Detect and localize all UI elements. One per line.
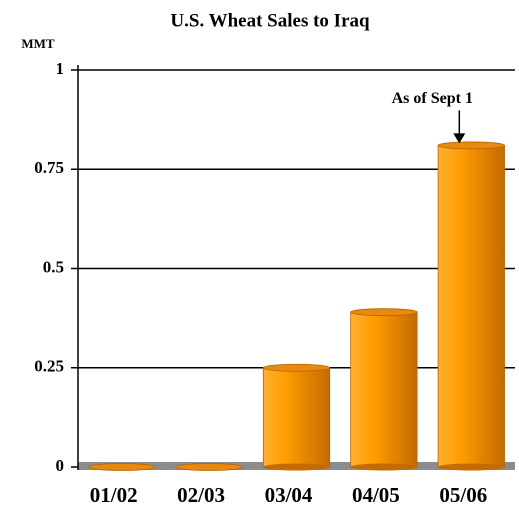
- x-tick-label: 05/06: [439, 483, 487, 507]
- x-tick-label: 02/03: [177, 483, 225, 507]
- y-tick-label: 0.25: [34, 357, 64, 376]
- x-tick-label: 03/04: [265, 483, 313, 507]
- bar-top: [88, 463, 156, 471]
- x-tick-label: 01/02: [90, 483, 138, 507]
- bar-top: [175, 463, 243, 471]
- x-tick-label: 04/05: [352, 483, 400, 507]
- annotation: As of Sept 1: [392, 90, 473, 107]
- chart-title: U.S. Wheat Sales to Iraq: [170, 10, 370, 31]
- y-tick-label: 0.5: [43, 257, 64, 276]
- y-tick-label: 1: [56, 59, 65, 78]
- bar-bottom: [263, 463, 330, 471]
- y-axis-label: MMT: [21, 36, 55, 51]
- y-tick-label: 0.75: [34, 158, 64, 177]
- bar-top: [262, 363, 331, 372]
- bar: [262, 367, 331, 468]
- y-tick-label: 0: [56, 456, 65, 475]
- bar: [437, 145, 505, 468]
- bar-top: [350, 308, 418, 317]
- bar: [350, 311, 418, 468]
- bar-top: [437, 141, 505, 150]
- bar-bottom: [350, 463, 418, 471]
- bar-bottom: [438, 463, 505, 471]
- annotation-arrowhead: [453, 133, 466, 144]
